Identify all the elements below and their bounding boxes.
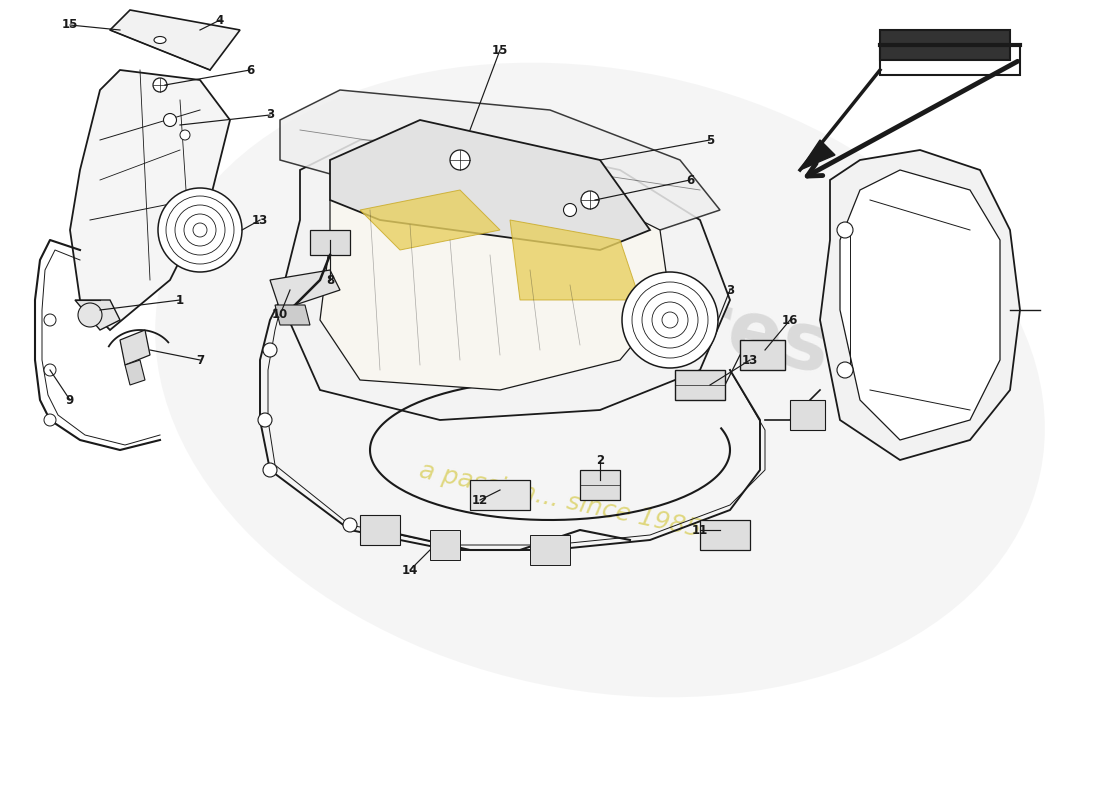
- Circle shape: [44, 314, 56, 326]
- Text: 7: 7: [196, 354, 205, 366]
- Text: 6: 6: [246, 63, 254, 77]
- Text: 13: 13: [252, 214, 268, 226]
- Text: 1: 1: [176, 294, 184, 306]
- Text: 16: 16: [782, 314, 799, 326]
- Polygon shape: [280, 140, 730, 420]
- Circle shape: [263, 463, 277, 477]
- Text: 8: 8: [326, 274, 334, 286]
- Polygon shape: [275, 305, 310, 325]
- Text: 9: 9: [66, 394, 74, 406]
- Circle shape: [258, 413, 272, 427]
- Circle shape: [44, 414, 56, 426]
- Polygon shape: [120, 330, 150, 365]
- Text: 4: 4: [216, 14, 224, 26]
- Polygon shape: [360, 190, 500, 250]
- Polygon shape: [675, 370, 725, 400]
- Polygon shape: [280, 90, 720, 230]
- Text: 13: 13: [741, 354, 758, 366]
- Text: 12: 12: [472, 494, 488, 506]
- Polygon shape: [820, 150, 1020, 460]
- Text: 11: 11: [692, 523, 708, 537]
- Text: 14: 14: [402, 563, 418, 577]
- Circle shape: [563, 203, 576, 217]
- Text: eurospares: eurospares: [322, 209, 837, 391]
- Circle shape: [621, 272, 718, 368]
- Text: 6: 6: [686, 174, 694, 186]
- Text: 15: 15: [492, 43, 508, 57]
- Circle shape: [581, 191, 600, 209]
- Polygon shape: [320, 170, 670, 390]
- Polygon shape: [110, 10, 240, 70]
- Circle shape: [180, 130, 190, 140]
- Polygon shape: [580, 470, 620, 500]
- Circle shape: [837, 222, 852, 238]
- Circle shape: [837, 362, 852, 378]
- Text: 15: 15: [62, 18, 78, 31]
- Text: 2: 2: [596, 454, 604, 466]
- Circle shape: [158, 188, 242, 272]
- Polygon shape: [310, 230, 350, 255]
- Circle shape: [343, 518, 358, 532]
- Circle shape: [450, 150, 470, 170]
- Text: 3: 3: [726, 283, 734, 297]
- Polygon shape: [790, 400, 825, 430]
- Polygon shape: [75, 300, 120, 330]
- Text: 3: 3: [266, 109, 274, 122]
- Polygon shape: [530, 535, 570, 565]
- Polygon shape: [125, 360, 145, 385]
- Ellipse shape: [155, 62, 1045, 698]
- Ellipse shape: [154, 37, 166, 43]
- Polygon shape: [70, 70, 230, 330]
- Polygon shape: [330, 120, 650, 250]
- Circle shape: [153, 78, 167, 92]
- Polygon shape: [430, 530, 460, 560]
- Text: a passion... since 1985: a passion... since 1985: [417, 458, 703, 542]
- Circle shape: [164, 114, 176, 126]
- Text: 5: 5: [706, 134, 714, 146]
- Text: 10: 10: [272, 309, 288, 322]
- Circle shape: [44, 364, 56, 376]
- Polygon shape: [880, 45, 1020, 75]
- Polygon shape: [740, 340, 785, 370]
- Polygon shape: [270, 270, 340, 310]
- Polygon shape: [800, 140, 835, 170]
- Polygon shape: [360, 515, 400, 545]
- Polygon shape: [840, 170, 1000, 440]
- Polygon shape: [470, 480, 530, 510]
- Circle shape: [78, 303, 102, 327]
- Polygon shape: [700, 520, 750, 550]
- Circle shape: [263, 343, 277, 357]
- Polygon shape: [510, 220, 640, 300]
- Polygon shape: [880, 30, 1010, 60]
